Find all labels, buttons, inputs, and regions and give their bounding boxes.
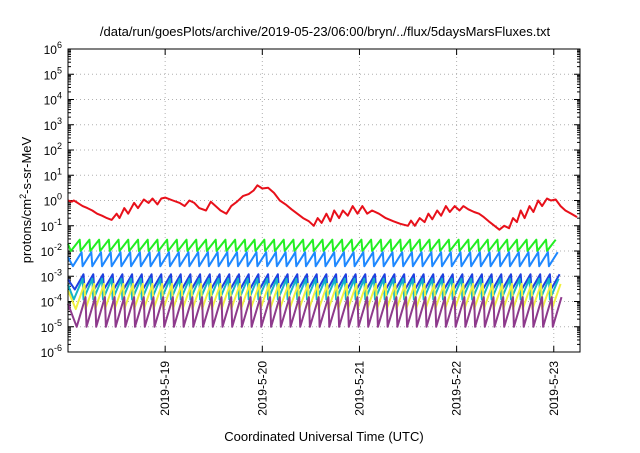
y-tick-label-base: 10 [44,94,58,108]
y-tick-label: 103 [44,116,62,133]
y-tick-label: 10-6 [41,343,62,360]
y-tick-label-exp: 6 [57,40,62,50]
y-tick-label-base: 10 [44,144,58,158]
y-tick-label: 100 [44,192,62,209]
y-tick-label-exp: -2 [54,242,62,252]
y-tick-label-exp: 4 [57,91,62,101]
y-tick-label-exp: 0 [57,192,62,202]
x-tick-label: 2019-5-19 [158,361,172,416]
y-tick-label-exp: -4 [54,293,62,303]
y-tick-label-base: 10 [41,270,55,284]
y-tick-label-base: 10 [44,119,58,133]
y-tick-label-base: 10 [41,245,55,259]
plot-frame [67,48,581,353]
x-tick-labels: 2019-5-19 2019-5-20 2019-5-21 2019-5-22 2019… [158,361,561,416]
x-axis-label: Coordinated Universal Time (UTC) [224,429,423,444]
y-tick-label: 10-4 [41,293,62,310]
series-line-7 [67,296,563,328]
y-tick-label: 106 [44,40,62,57]
y-tick-label-base: 10 [44,68,58,82]
y-axis-label-sup: 2 [18,194,28,199]
y-tick-label-exp: -6 [54,343,62,353]
y-tick-label: 10-5 [41,318,62,335]
x-tick-label: 2019-5-23 [547,361,561,416]
y-tick-label-exp: 5 [57,65,62,75]
y-tick-label-exp: -5 [54,318,62,328]
chart-title: /data/run/goesPlots/archive/2019-05-23/0… [100,24,551,39]
series-line-2 [67,238,557,252]
y-tick-label: 102 [44,141,62,158]
series-line-5 [67,277,560,301]
y-axis-label: protons/cm2-s-sr-MeV [18,136,34,263]
y-tick-label: 101 [44,166,62,183]
y-tick-label-exp: -1 [54,217,62,227]
y-tick-label-base: 10 [44,169,58,183]
y-tick-label-base: 10 [44,195,58,209]
y-tick-label-base: 10 [41,296,55,310]
series-line-1 [67,184,578,231]
y-axis-label-prefix: protons/cm [19,199,34,263]
y-tick-label-base: 10 [41,321,55,335]
y-tick-label-exp: 2 [57,141,62,151]
y-tick-label-exp: 1 [57,166,62,176]
y-tick-label: 10-1 [41,217,62,234]
x-tick-label: 2019-5-22 [450,361,464,416]
series-line-3 [67,251,559,268]
y-tick-label-exp: 3 [57,116,62,126]
data-series [67,184,578,328]
y-axis-label-suffix: -s-sr-MeV [19,136,34,193]
y-tick-label: 10-3 [41,267,62,284]
y-tick-label: 104 [44,91,62,108]
y-tick-label-base: 10 [44,43,58,57]
x-tick-label: 2019-5-20 [255,361,269,416]
x-tick-label: 2019-5-21 [352,361,366,416]
y-tick-labels: 10-610-510-410-310-210-11001011021031041… [41,40,62,360]
y-tick-label-base: 10 [41,346,55,360]
y-tick-label: 10-2 [41,242,62,259]
y-tick-label: 105 [44,65,62,82]
y-tick-label-base: 10 [41,220,55,234]
y-tick-label-exp: -3 [54,267,62,277]
